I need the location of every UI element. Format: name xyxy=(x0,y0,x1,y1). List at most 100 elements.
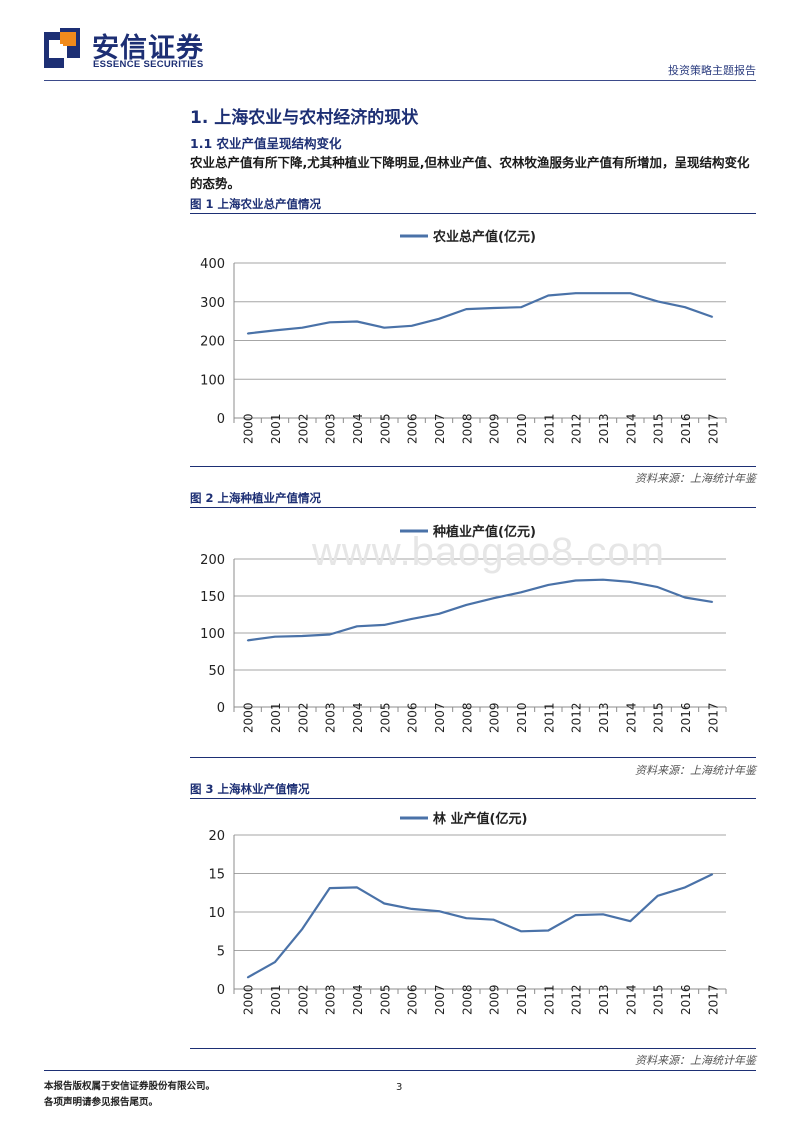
data-point xyxy=(520,930,522,933)
x-tick-label: 2010 xyxy=(515,413,529,444)
x-tick-label: 2003 xyxy=(324,984,338,1015)
data-point xyxy=(356,320,358,323)
data-point xyxy=(383,624,386,626)
x-tick-label: 2005 xyxy=(378,702,392,733)
x-tick-label: 2011 xyxy=(542,413,556,444)
y-tick-label: 10 xyxy=(208,906,225,921)
data-point xyxy=(383,902,386,905)
figure-3-bottom-rule xyxy=(190,1048,756,1049)
x-tick-label: 2008 xyxy=(460,702,474,733)
y-tick-label: 20 xyxy=(208,829,225,844)
data-point xyxy=(492,918,495,921)
data-point xyxy=(547,294,550,297)
body-paragraph: 农业总产值有所下降,尤其种植业下降明显,但林业产值、农林牧渔服务业产值有所增加，… xyxy=(190,155,750,191)
x-tick-label: 2017 xyxy=(706,413,720,444)
y-tick-label: 100 xyxy=(200,627,225,642)
legend-label: 林 业产值(亿元) xyxy=(433,811,527,827)
data-point xyxy=(711,601,714,603)
x-tick-label: 2007 xyxy=(433,413,447,444)
x-tick-label: 2001 xyxy=(269,984,283,1015)
x-tick-label: 2005 xyxy=(378,413,392,444)
data-point xyxy=(465,917,468,919)
figure-2-source: 资料来源：上海统计年鉴 xyxy=(635,764,756,777)
x-tick-label: 2014 xyxy=(624,702,638,733)
x-tick-label: 2016 xyxy=(679,413,693,444)
x-tick-label: 2009 xyxy=(488,702,502,733)
x-tick-label: 2015 xyxy=(652,984,666,1015)
y-tick-label: 0 xyxy=(217,983,225,998)
legend-label: 农业总产值(亿元) xyxy=(432,229,536,245)
y-tick-label: 100 xyxy=(200,373,225,388)
data-point xyxy=(629,292,632,295)
x-tick-label: 2006 xyxy=(406,702,420,733)
y-tick-label: 200 xyxy=(200,553,225,568)
data-point xyxy=(465,308,468,310)
footer-copyright: 本报告版权属于安信证券股份有限公司。 xyxy=(44,1081,216,1092)
x-tick-label: 2012 xyxy=(570,413,584,444)
x-tick-label: 2001 xyxy=(269,702,283,733)
figure-2-title: 图 2 上海种植业产值情况 xyxy=(190,491,322,505)
data-point xyxy=(656,300,659,303)
data-point xyxy=(438,910,440,913)
figure-1-title: 图 1 上海农业总产值情况 xyxy=(190,197,322,211)
subsection-title: 1.1 农业产值呈现结构变化 xyxy=(190,136,342,151)
brand-name-en: ESSENCE SECURITIES xyxy=(93,59,204,70)
data-point xyxy=(438,612,440,615)
data-point xyxy=(301,928,304,930)
x-tick-label: 2015 xyxy=(652,702,666,733)
data-point xyxy=(274,329,276,332)
data-point xyxy=(547,584,550,586)
data-point xyxy=(465,604,468,606)
data-point xyxy=(410,324,413,327)
x-tick-label: 2004 xyxy=(351,702,365,733)
data-point xyxy=(547,929,550,932)
data-point xyxy=(656,895,659,897)
y-tick-label: 400 xyxy=(200,257,225,272)
data-point xyxy=(356,625,358,628)
data-point xyxy=(684,596,686,599)
header-divider xyxy=(44,80,756,81)
data-point xyxy=(356,886,358,889)
x-tick-label: 2012 xyxy=(570,702,584,733)
y-tick-label: 15 xyxy=(208,868,225,883)
x-tick-label: 2002 xyxy=(296,702,310,733)
watermark-text: www.baogao8.com xyxy=(312,530,665,574)
x-tick-label: 2009 xyxy=(488,984,502,1015)
x-tick-label: 2002 xyxy=(296,413,310,444)
data-point xyxy=(438,318,440,320)
data-point xyxy=(301,326,304,329)
data-point xyxy=(656,586,659,588)
x-tick-label: 2017 xyxy=(706,702,720,733)
x-tick-label: 2007 xyxy=(433,702,447,733)
data-point xyxy=(492,307,495,309)
series-line xyxy=(247,578,713,642)
data-point xyxy=(328,633,331,636)
data-point xyxy=(410,618,413,620)
data-point xyxy=(274,635,276,638)
x-tick-label: 2013 xyxy=(597,413,611,444)
x-tick-label: 2004 xyxy=(351,413,365,444)
y-tick-label: 0 xyxy=(217,701,225,716)
data-point xyxy=(520,306,522,308)
figure-1-source: 资料来源：上海统计年鉴 xyxy=(635,472,756,485)
chart-2-legend: 种植业产值(亿元) xyxy=(400,524,536,540)
x-tick-label: 2013 xyxy=(597,702,611,733)
data-point xyxy=(602,292,604,295)
page-number: 3 xyxy=(396,1082,403,1093)
figure-3-source: 资料来源：上海统计年鉴 xyxy=(635,1054,756,1067)
y-tick-label: 200 xyxy=(200,335,225,350)
x-tick-label: 2000 xyxy=(242,984,256,1015)
x-tick-label: 2009 xyxy=(488,413,502,444)
data-point xyxy=(574,292,577,295)
x-tick-label: 2014 xyxy=(624,413,638,444)
section-title: 1. 上海农业与农村经济的现状 xyxy=(190,108,419,128)
data-point xyxy=(274,961,276,963)
x-tick-label: 2000 xyxy=(242,702,256,733)
data-point xyxy=(246,332,249,335)
figure-1-chart: 农业总产值(亿元) 0 100 200 300 400 2000 2001 2002 2003 20… xyxy=(200,229,727,444)
y-tick-label: 300 xyxy=(200,296,225,311)
x-tick-label: 2003 xyxy=(324,702,338,733)
x-tick-label: 2010 xyxy=(515,984,529,1015)
figure-1-top-rule xyxy=(190,213,756,214)
x-tick-label: 2008 xyxy=(460,984,474,1015)
